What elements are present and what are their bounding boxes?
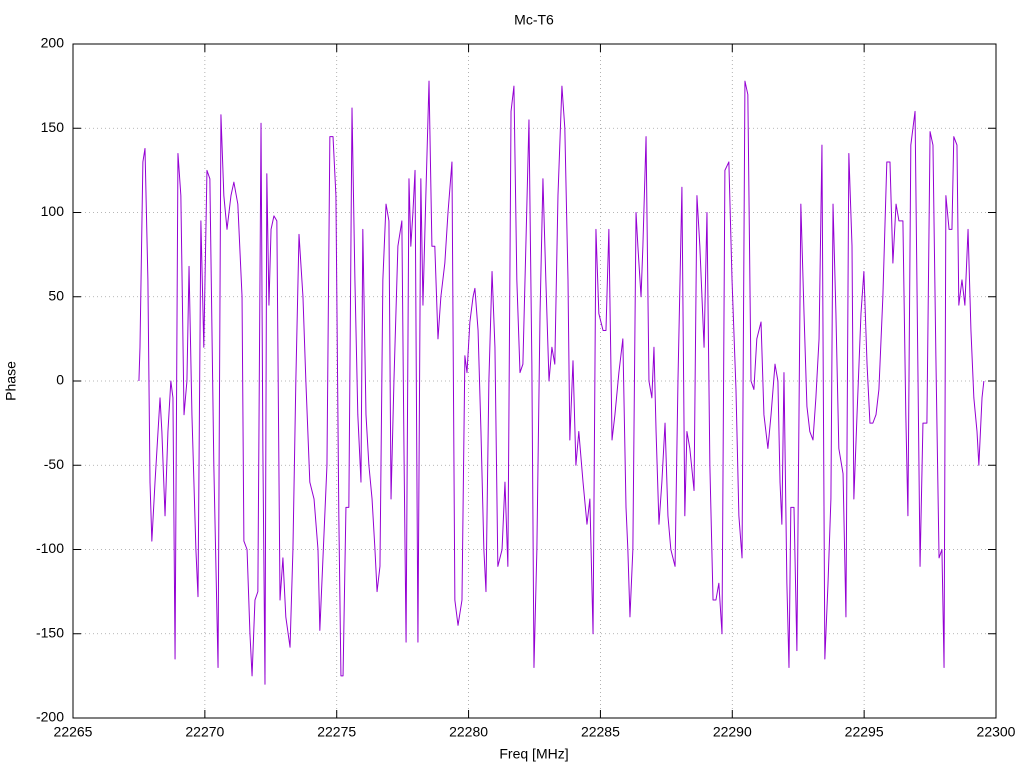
y-tick-label: 200 (41, 35, 65, 51)
x-tick-label: 22295 (845, 724, 884, 740)
x-tick-label: 22300 (977, 724, 1016, 740)
x-tick-label: 22270 (185, 724, 224, 740)
y-tick-label: 100 (41, 203, 65, 219)
x-tick-label: 22285 (581, 724, 620, 740)
plot-frame (72, 43, 997, 719)
y-tick-label: -200 (36, 709, 64, 725)
y-tick-label: -50 (44, 456, 64, 472)
data-line (138, 80, 985, 685)
y-tick-label: 150 (41, 119, 65, 135)
y-tick-label: 0 (56, 372, 64, 388)
y-tick-label: -150 (36, 624, 64, 640)
x-axis-label: Freq [MHz] (499, 746, 568, 762)
x-tick-label: 22280 (449, 724, 488, 740)
y-axis-label: Phase (3, 361, 19, 401)
x-tick-label: 22265 (54, 724, 93, 740)
chart-title: Mc-T6 (514, 12, 554, 28)
y-tick-label: -100 (36, 540, 64, 556)
y-tick-label: 50 (48, 287, 64, 303)
x-tick-label: 22290 (713, 724, 752, 740)
x-tick-label: 22275 (317, 724, 356, 740)
